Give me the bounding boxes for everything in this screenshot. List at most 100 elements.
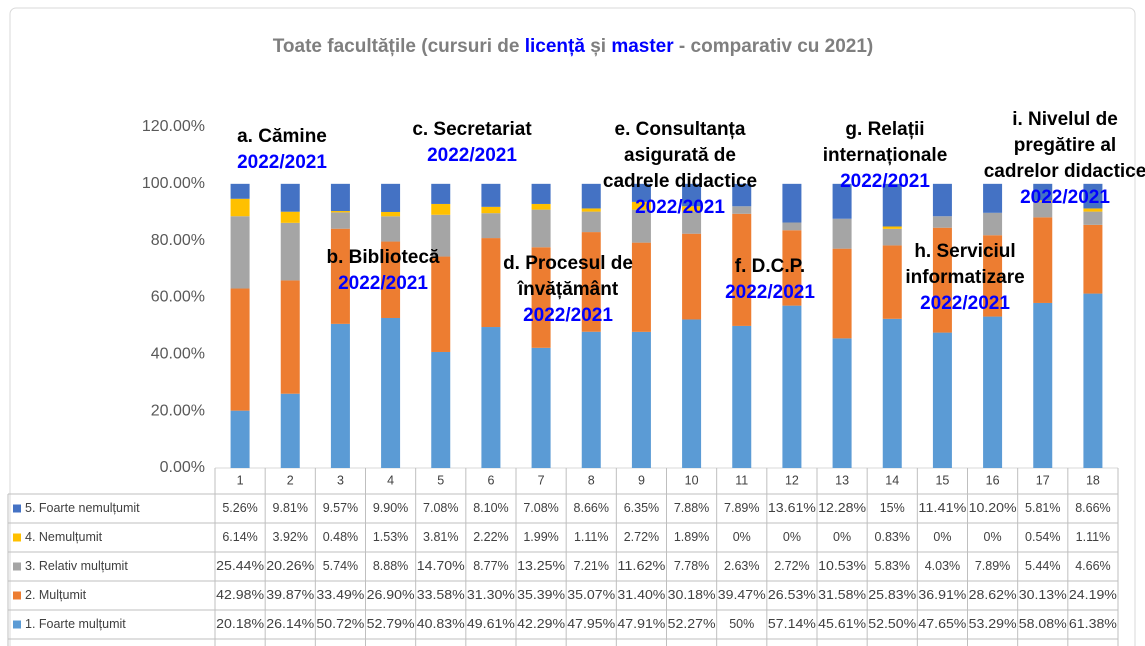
- data-label: 57.14%: [768, 617, 816, 631]
- data-label: 52.79%: [367, 617, 415, 631]
- legend-swatch: [13, 620, 21, 629]
- data-label: 33.58%: [417, 588, 465, 602]
- bar-segment: [732, 183, 752, 207]
- bar-segment: [1033, 200, 1053, 202]
- bar-segment: [531, 347, 551, 468]
- bar-segment: [1083, 293, 1103, 468]
- bar-segment: [932, 227, 952, 333]
- data-label: 33.49%: [316, 588, 364, 602]
- data-label: 4.66%: [1075, 559, 1110, 573]
- data-label: 30.18%: [668, 588, 716, 602]
- bar-segment: [230, 183, 250, 199]
- bar-segment: [381, 216, 401, 242]
- bar-segment: [280, 393, 300, 468]
- bar-segment: [581, 232, 601, 332]
- bar-segment: [631, 242, 651, 332]
- data-label: 7.08%: [523, 501, 558, 515]
- chart-border: [9, 7, 1136, 646]
- x-tick-label: 15: [935, 473, 949, 487]
- annotation-period: 2022/2021: [920, 293, 1010, 314]
- annotation: a. Cămine: [237, 126, 327, 147]
- data-label: 61.38%: [1069, 617, 1117, 631]
- x-tick-label: 5: [437, 473, 444, 487]
- bar-segment: [581, 331, 601, 468]
- annotation: asigurată de: [624, 145, 736, 166]
- data-label: 10.53%: [818, 559, 866, 573]
- bar-segment: [330, 211, 350, 213]
- bar-segment: [581, 208, 601, 212]
- x-tick-label: 10: [685, 473, 699, 487]
- data-label: 26.14%: [266, 617, 314, 631]
- bar-segment: [782, 222, 802, 231]
- bar-segment: [381, 183, 401, 212]
- bar-segment: [631, 209, 651, 243]
- data-label: 8.77%: [473, 559, 508, 573]
- x-tick-label: 1: [237, 473, 244, 487]
- data-label: 35.39%: [517, 588, 565, 602]
- data-label: 28.62%: [969, 588, 1017, 602]
- data-label: 39.87%: [266, 588, 314, 602]
- data-label: 39.47%: [718, 588, 766, 602]
- data-label: 0%: [733, 530, 751, 544]
- data-label: 11.62%: [617, 559, 665, 573]
- bar-segment: [280, 222, 300, 281]
- bar-segment: [983, 212, 1003, 236]
- bar-segment: [682, 319, 702, 468]
- y-tick-label: 80.00%: [151, 232, 205, 249]
- legend-label: 1. Foarte mulțumit: [25, 617, 126, 631]
- data-label: 0%: [933, 530, 951, 544]
- bar-segment: [381, 317, 401, 468]
- data-label: 15%: [880, 501, 905, 515]
- bar-segment: [983, 316, 1003, 468]
- annotation-period: 2022/2021: [427, 145, 517, 166]
- data-label: 7.88%: [674, 501, 709, 515]
- data-label: 26.53%: [768, 588, 816, 602]
- data-label: 14.70%: [417, 559, 465, 573]
- x-tick-label: 8: [588, 473, 595, 487]
- annotation: i. Nivelul de: [1012, 109, 1118, 130]
- bar-segment: [1033, 302, 1053, 468]
- title-part: master: [611, 36, 674, 57]
- x-tick-label: 13: [835, 473, 849, 487]
- bar-segment: [682, 183, 702, 207]
- bar-segment: [531, 209, 551, 248]
- y-tick-label: 120.00%: [142, 118, 205, 135]
- data-label: 30.13%: [1019, 588, 1067, 602]
- data-label: 0.83%: [875, 530, 910, 544]
- annotation-period: 2022/2021: [523, 305, 613, 326]
- bar-segment: [230, 410, 250, 468]
- annotation-period: 2022/2021: [237, 152, 327, 173]
- x-tick-label: 18: [1086, 473, 1100, 487]
- data-label: 5.81%: [1025, 501, 1060, 515]
- bar-segment: [782, 183, 802, 223]
- legend-label: 4. Nemulțumit: [25, 530, 103, 544]
- bar-segment: [481, 183, 501, 207]
- bar-segment: [330, 212, 350, 229]
- data-label: 40.83%: [417, 617, 465, 631]
- data-label: 7.08%: [423, 501, 458, 515]
- bar-segment: [431, 214, 451, 257]
- data-label: 6.35%: [624, 501, 659, 515]
- data-label: 31.30%: [467, 588, 515, 602]
- data-label: 8.88%: [373, 559, 408, 573]
- annotation: informatizare: [905, 267, 1024, 288]
- bar-segment: [682, 206, 702, 212]
- bar-segment: [832, 183, 852, 219]
- bar-segment: [1083, 208, 1103, 212]
- data-label: 7.89%: [975, 559, 1010, 573]
- legend-label: 5. Foarte nemulțumit: [25, 501, 140, 515]
- bar-segment: [481, 206, 501, 214]
- annotation: g. Relații: [845, 119, 924, 140]
- x-tick-label: 9: [638, 473, 645, 487]
- bar-segment: [983, 183, 1003, 213]
- bar-segment: [280, 211, 300, 223]
- x-tick-label: 2: [287, 473, 294, 487]
- annotation: pregătire al: [1014, 135, 1116, 156]
- data-label: 9.90%: [373, 501, 408, 515]
- data-label: 24.19%: [1069, 588, 1117, 602]
- bar-segment: [280, 183, 300, 212]
- data-label: 13.25%: [517, 559, 565, 573]
- data-label: 12.28%: [818, 501, 866, 515]
- legend-label: 2. Mulțumit: [25, 588, 87, 602]
